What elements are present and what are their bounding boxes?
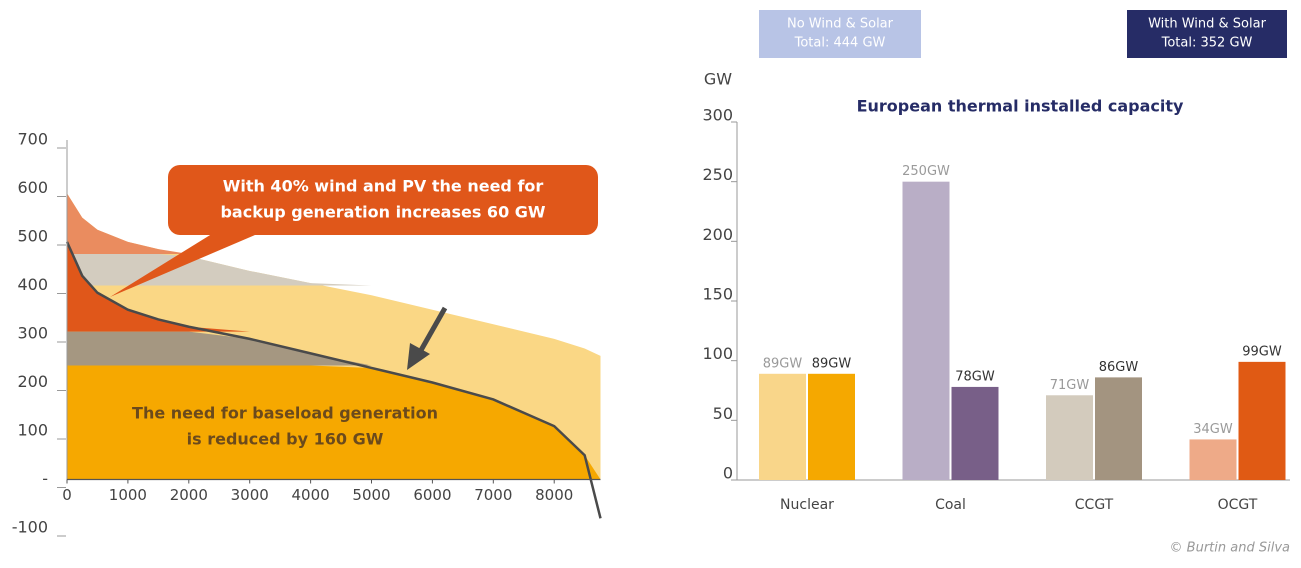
y-tick-label: 200 [17,372,48,391]
x-tick-label: 4000 [292,486,330,504]
x-tick-label: 8000 [535,486,573,504]
y-tick-label: 400 [17,275,48,294]
x-tick-label: OCGT [1218,497,1258,513]
y-axis-label: GW [704,70,732,89]
value-label: 78GW [955,369,995,384]
bar [1046,395,1093,480]
chart-title: European thermal installed capacity [857,97,1184,116]
y-tick-label: 50 [713,404,733,423]
credit: © Burtin and Silva [1170,541,1290,556]
band [67,193,601,254]
legend-total: Total: 444 GW [794,36,886,51]
y-tick-label: 300 [702,106,733,125]
y-tick-label: 0 [723,464,733,483]
bar [902,181,950,480]
legend-label: With Wind & Solar [1148,17,1267,32]
y-tick-label: 150 [702,285,733,304]
y-tick-label: 200 [702,225,733,244]
legend-label: No Wind & Solar [787,17,894,32]
legend-box [1127,10,1287,58]
band [67,253,601,286]
y-tick-label: 100 [702,344,733,363]
value-label: 89GW [812,356,852,371]
x-tick-label: 7000 [474,486,512,504]
legend-box [759,10,921,58]
y-tick-label: 250 [702,165,733,184]
x-tick-label: 6000 [413,486,451,504]
x-tick-label: 1000 [109,486,147,504]
y-tick-label: 500 [17,227,48,246]
band [67,331,601,366]
bar [808,373,855,480]
value-label: 86GW [1099,360,1139,375]
baseload-text: The need for baseload generation [132,404,438,423]
band [67,241,601,332]
value-label: 250GW [902,164,950,179]
y-tick-label: 700 [17,130,48,149]
bar [1189,439,1237,480]
band [67,365,601,480]
value-label: 99GW [1242,344,1282,359]
bar [1095,377,1142,480]
x-tick-label: 0 [62,486,72,504]
arrow-head [407,343,430,370]
bar [759,373,806,480]
value-label: 34GW [1193,422,1233,437]
value-label: 71GW [1050,378,1090,393]
callout-text: With 40% wind and PV the need for [223,177,544,196]
y-tick-label: 300 [17,324,48,343]
y-tick-label: - [42,469,48,488]
x-tick-label: CCGT [1075,497,1114,513]
y-tick-label: 600 [17,178,48,197]
legend-total: Total: 352 GW [1161,36,1253,51]
callout-text: backup generation increases 60 GW [220,203,545,222]
y-tick-label: -100 [12,518,48,537]
callout-box [168,165,598,235]
value-label: 89GW [763,356,803,371]
x-tick-label: 2000 [170,486,208,504]
bar [951,386,999,480]
x-tick-label: Nuclear [780,497,834,513]
x-tick-label: Coal [935,497,966,513]
baseload-text: is reduced by 160 GW [187,430,384,449]
residual-line [65,241,602,519]
y-tick-label: 100 [17,421,48,440]
callout-pointer [110,232,262,297]
x-tick-label: 5000 [352,486,390,504]
x-tick-label: 3000 [231,486,269,504]
arrow-shaft [417,306,448,354]
bar [1238,361,1286,480]
